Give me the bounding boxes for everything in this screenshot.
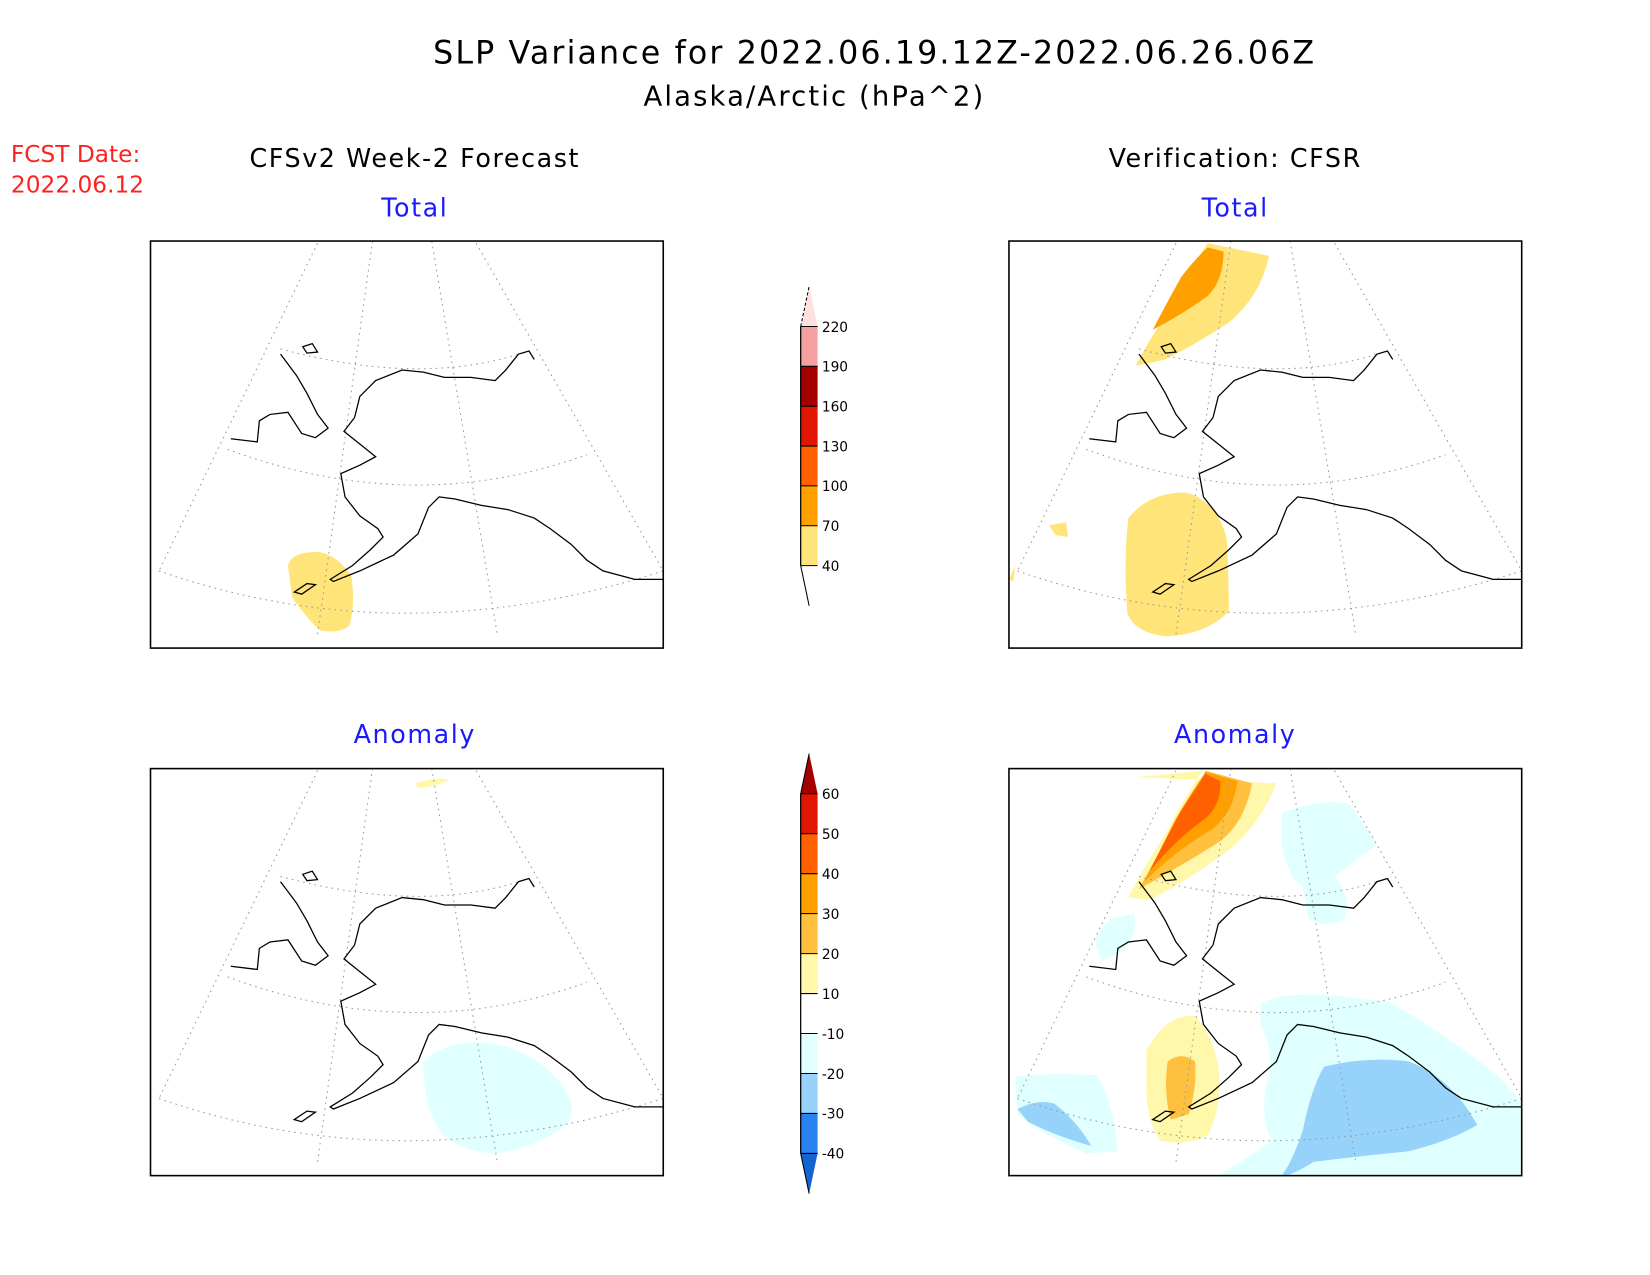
contour-40-70 [1125,492,1229,637]
colorbar-segment [800,485,818,526]
colorbar-under-triangle [800,1153,818,1194]
colorbar-tick-label: -10 [822,1027,844,1043]
contour-40-50 [1149,773,1221,872]
colorbar-tick-label: 70 [822,519,839,535]
colorbar-tick-label: 50 [822,827,839,843]
colorbar-tick-label: 220 [822,320,848,336]
colorbar-segment [800,793,818,834]
figure-title: SLP Variance for 2022.06.19.12Z-2022.06.… [433,35,1316,71]
colorbar-segment [800,873,818,914]
colorbar-segment [800,1113,818,1154]
colorbar-segment [800,406,818,447]
contour-minus20-minus10 [423,1042,572,1154]
fcst-date: 2022.06.12 [11,171,144,198]
colorbar-total: 40 70 100 130 160 190 220 [800,286,848,606]
colorbar-segment [800,833,818,874]
map-verification-total [1008,240,1523,649]
contour-minus30-minus20 [1017,1101,1092,1147]
column-title-forecast: CFSv2 Week-2 Forecast [250,143,581,173]
contour-minus30-minus20 [1281,1059,1478,1176]
colorbar-segment [800,993,818,1034]
colorbar-over-triangle [800,753,818,794]
colorbar-tick-label: 130 [822,439,848,455]
panel-title-forecast-total: Total [380,193,448,223]
contour-40-70 [1008,565,1016,582]
colorbar-tick-label: 30 [822,907,839,923]
colorbar-over-triangle [800,286,818,327]
contour-70-100 [1152,247,1224,330]
contour-40-70 [1135,243,1270,366]
contour-20-30 [1165,1056,1196,1120]
contour-40-70 [1049,522,1069,538]
colorbar-tick-label: -20 [822,1067,844,1083]
panel-title-verification-total: Total [1201,193,1269,223]
fcst-date-label: FCST Date: [11,141,140,168]
figure-subtitle: Alaska/Arctic (hPa^2) [644,81,986,113]
colorbar-anomaly: -40 -30 -20 -10 10 20 30 40 50 60 [800,753,844,1194]
colorbar-segment [800,913,818,954]
contour-40-70 [287,551,354,632]
map-forecast-anomaly [149,767,665,1177]
colorbar-tick-label: -30 [822,1107,844,1123]
contour-minus20-minus10 [1095,913,1136,962]
contour-10-20 [414,778,450,788]
colorbar-tick-label: -40 [822,1147,844,1163]
column-title-verification: Verification: CFSR [1109,143,1362,173]
colorbar-segment [800,953,818,994]
panel-title-verification-anomaly: Anomaly [1174,719,1296,749]
colorbar-under-triangle [800,565,818,606]
map-verification-anomaly [1008,767,1523,1177]
colorbar-tick-label: 20 [822,947,839,963]
contour-minus20-minus10 [1281,802,1377,925]
colorbar-tick-label: 100 [822,479,848,495]
colorbar-tick-label: 10 [822,987,839,1003]
map-forecast-total [149,240,665,649]
panel-title-forecast-anomaly: Anomaly [354,719,476,749]
colorbar-segment [800,1033,818,1074]
colorbar-segment [800,366,818,407]
colorbar-segment [800,525,818,566]
colorbar-segment [800,446,818,486]
colorbar-tick-label: 40 [822,867,839,883]
colorbar-segment [800,1073,818,1114]
colorbar-tick-label: 40 [822,559,839,575]
contour-minus20-minus10 [1015,1073,1118,1154]
colorbar-segment [800,326,818,367]
colorbar-tick-label: 190 [822,360,848,376]
colorbar-tick-label: 160 [822,399,848,415]
colorbar-tick-label: 60 [822,787,839,803]
